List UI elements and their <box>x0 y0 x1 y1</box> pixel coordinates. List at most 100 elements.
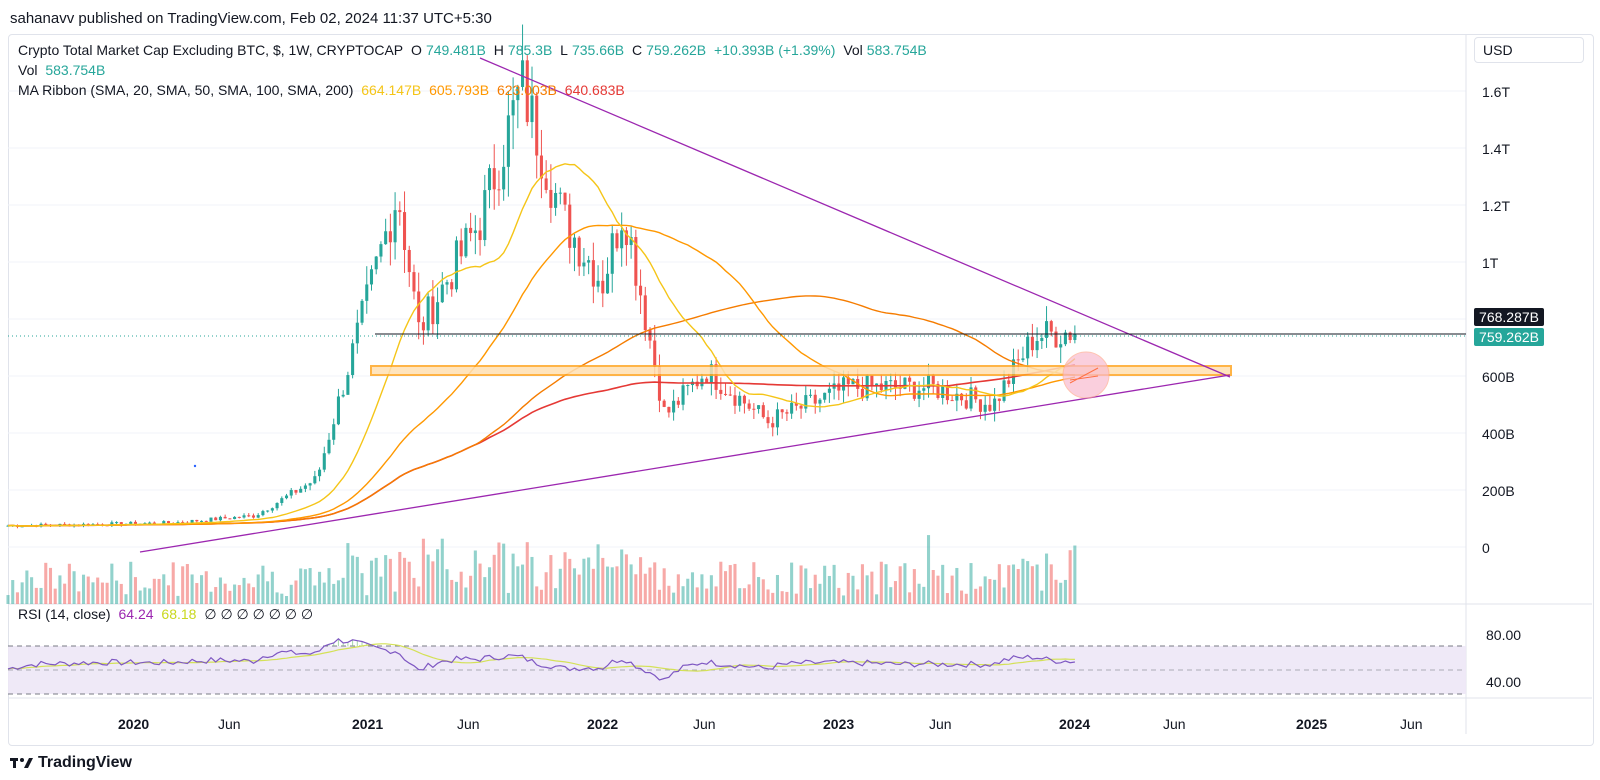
candle-body <box>369 269 374 285</box>
volume-bar <box>912 569 916 604</box>
candle-body <box>766 417 770 424</box>
ma20-line <box>7 163 1076 527</box>
candle-body <box>931 374 935 384</box>
candle-body <box>228 518 232 520</box>
time-tick: Jun <box>1400 716 1423 732</box>
time-tick: Jun <box>693 716 716 732</box>
candle-body <box>233 516 237 520</box>
currency-selector[interactable]: USD <box>1474 37 1584 63</box>
candle-body <box>681 385 685 405</box>
volume-bar <box>459 571 463 604</box>
volume-bar <box>601 557 605 604</box>
volume-bar <box>384 555 388 604</box>
volume-bar <box>431 561 435 604</box>
candle-body <box>799 405 803 409</box>
volume-bar <box>879 561 883 604</box>
volume-bar <box>360 573 364 604</box>
volume-bar <box>228 590 232 604</box>
volume-bar <box>299 568 303 604</box>
candle-body <box>473 230 477 234</box>
candle-body <box>724 393 728 395</box>
volume-bar <box>823 565 827 604</box>
rsi-tick: 80.00 <box>1486 627 1522 643</box>
volume-bar <box>525 542 529 604</box>
candle-body <box>591 260 595 287</box>
candle-body <box>20 526 24 528</box>
volume-bar <box>903 563 907 604</box>
candle-body <box>860 388 864 399</box>
volume-bar <box>119 583 123 604</box>
candle-body <box>200 520 204 522</box>
candle-body <box>336 396 340 425</box>
candle-body <box>251 515 256 518</box>
candle-body <box>516 86 520 101</box>
volume-bar <box>648 567 652 604</box>
candle-body <box>785 412 789 414</box>
volume-bar <box>572 568 577 604</box>
candle-body <box>643 295 647 331</box>
volume-bar <box>790 562 794 604</box>
volume-bars <box>6 535 1077 604</box>
volume-bar <box>1049 564 1053 604</box>
candle-body <box>374 256 378 270</box>
candle-body <box>634 237 638 286</box>
volume-bar <box>436 549 440 604</box>
close-price-tag: 759.262B <box>1474 328 1544 346</box>
volume-bar <box>412 577 416 604</box>
volume-bar <box>251 587 256 604</box>
volume-bar <box>48 567 53 604</box>
candle-body <box>152 522 156 524</box>
rsi-na-values: ∅ ∅ ∅ ∅ ∅ ∅ ∅ <box>204 606 314 622</box>
candle-body <box>223 516 227 519</box>
volume-bar <box>558 568 562 604</box>
volume-bar <box>738 588 742 604</box>
volume-bar <box>955 567 959 604</box>
candle-body <box>728 394 732 396</box>
volume-bar <box>577 574 581 604</box>
candle-body <box>851 378 855 385</box>
volume-bar <box>450 579 454 604</box>
low-value: 735.66B <box>571 42 625 58</box>
volume-bar <box>757 577 761 604</box>
volume-bar <box>143 587 147 604</box>
candle-body <box>893 380 898 388</box>
volume-bar <box>856 589 860 604</box>
volume-bar <box>808 588 813 604</box>
candle-body <box>511 100 515 116</box>
candle-body <box>214 517 218 521</box>
low-label: L <box>560 42 568 58</box>
volume-bar <box>72 571 76 604</box>
candle-body <box>365 284 369 301</box>
candle-body <box>983 404 987 412</box>
grid <box>8 90 1466 548</box>
volume-bar <box>596 544 600 604</box>
volume-bar <box>657 589 661 604</box>
close-label: C <box>632 42 643 58</box>
candle-body <box>417 291 421 323</box>
candle-body <box>1068 332 1072 341</box>
volume-bar <box>11 580 15 604</box>
candle-body <box>379 244 383 257</box>
candle-body <box>742 395 746 404</box>
candle-body <box>431 296 435 325</box>
candle-body <box>492 168 496 190</box>
volume-bar <box>700 574 704 604</box>
volume-bar <box>615 566 619 604</box>
volume-bar <box>233 584 237 604</box>
candle-body <box>960 393 964 401</box>
volume-bar <box>714 586 718 604</box>
volume-bar <box>261 565 265 604</box>
volume-bar <box>176 595 180 604</box>
candle-body <box>941 386 945 398</box>
candle-body <box>497 189 501 191</box>
candle-body <box>440 284 444 303</box>
high-label: H <box>493 42 504 58</box>
candle-body <box>870 375 874 386</box>
candle-body <box>1045 321 1049 338</box>
volume-bar <box>162 574 166 604</box>
tradingview-logo[interactable]: TradingView <box>10 754 132 772</box>
candle-body <box>332 424 336 440</box>
volume-bar <box>629 564 633 604</box>
volume-bar <box>634 574 638 604</box>
